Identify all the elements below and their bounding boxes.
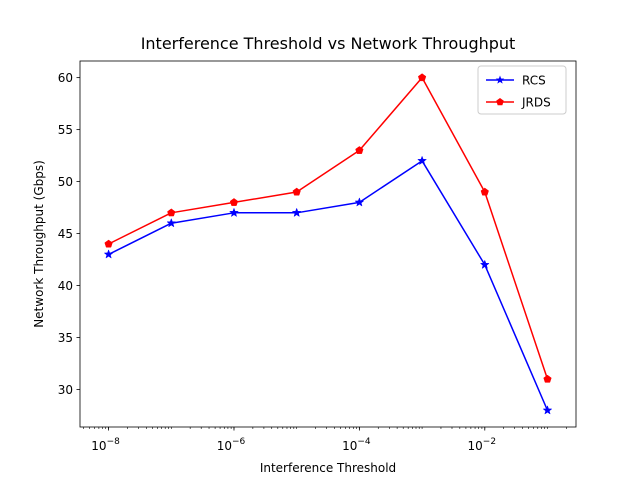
y-tick-label: 50 — [58, 175, 73, 189]
data-point — [480, 187, 489, 196]
data-point — [167, 208, 176, 217]
x-tick-label: 10−2 — [468, 437, 497, 453]
data-point — [355, 146, 364, 154]
x-tick-label: 10−4 — [342, 437, 371, 453]
data-point — [166, 217, 177, 228]
y-tick-label: 35 — [58, 331, 73, 345]
data-point — [542, 405, 553, 415]
data-point — [354, 197, 365, 207]
x-tick-label: 10−6 — [217, 437, 246, 453]
data-point — [229, 198, 239, 206]
series-line — [108, 160, 549, 411]
legend-label: RCS — [522, 74, 546, 88]
data-point — [229, 207, 239, 218]
series-jrds — [104, 73, 552, 383]
data-point — [543, 374, 552, 383]
chart-title: Interference Threshold vs Network Throug… — [141, 34, 516, 53]
legend-marker — [496, 98, 504, 106]
x-tick-label: 10−8 — [91, 437, 120, 453]
axes-frame — [79, 60, 577, 428]
series-rcs — [103, 155, 553, 415]
data-point — [103, 249, 114, 259]
data-point — [479, 259, 490, 270]
data-point — [292, 187, 301, 196]
legend: RCS JRDS — [477, 65, 567, 115]
series-line — [108, 76, 549, 380]
data-point — [417, 155, 428, 166]
plot-area: 30 35 40 45 50 55 60 10−8 10−6 10−4 10−2 — [58, 60, 577, 453]
y-tick-label: 30 — [58, 383, 73, 397]
y-tick-label: 55 — [58, 123, 73, 137]
data-point — [104, 239, 113, 248]
y-tick-label: 60 — [58, 71, 73, 85]
y-tick-label: 45 — [58, 227, 73, 241]
data-point — [417, 73, 427, 82]
x-axis-title: Interference Threshold — [260, 461, 396, 475]
legend-marker — [495, 75, 505, 84]
legend-label: JRDS — [521, 96, 551, 110]
data-point — [291, 207, 302, 218]
y-tick-label: 40 — [58, 279, 73, 293]
y-axis-title: Network Throughput (Gbps) — [32, 160, 46, 328]
